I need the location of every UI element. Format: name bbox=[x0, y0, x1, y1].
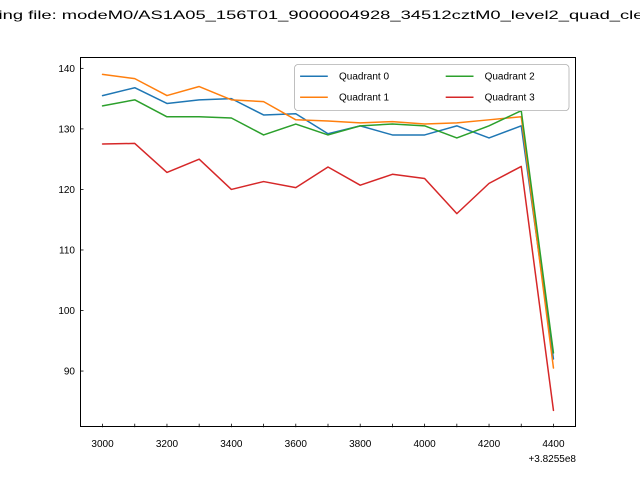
svg-text:3400: 3400 bbox=[220, 439, 243, 450]
svg-text:110: 110 bbox=[59, 245, 75, 256]
svg-text:3000: 3000 bbox=[91, 439, 114, 450]
svg-text:3200: 3200 bbox=[156, 439, 179, 450]
svg-text:Quadrant 1: Quadrant 1 bbox=[339, 92, 389, 103]
svg-text:4000: 4000 bbox=[413, 439, 436, 450]
svg-text:Using file: modeM0/AS1A05_156T: Using file: modeM0/AS1A05_156T01_9000004… bbox=[0, 8, 640, 22]
svg-text:4400: 4400 bbox=[542, 439, 565, 450]
svg-text:Quadrant 0: Quadrant 0 bbox=[339, 71, 389, 82]
svg-text:90: 90 bbox=[64, 367, 76, 378]
svg-text:Quadrant 2: Quadrant 2 bbox=[485, 71, 535, 82]
svg-text:Quadrant 3: Quadrant 3 bbox=[485, 92, 535, 103]
svg-text:+3.8255e8: +3.8255e8 bbox=[528, 454, 576, 465]
svg-text:3600: 3600 bbox=[285, 439, 308, 450]
svg-text:3800: 3800 bbox=[349, 439, 372, 450]
svg-text:4200: 4200 bbox=[478, 439, 501, 450]
svg-text:140: 140 bbox=[58, 64, 75, 75]
svg-text:100: 100 bbox=[58, 306, 75, 317]
svg-text:120: 120 bbox=[58, 185, 75, 196]
svg-text:130: 130 bbox=[58, 124, 75, 135]
